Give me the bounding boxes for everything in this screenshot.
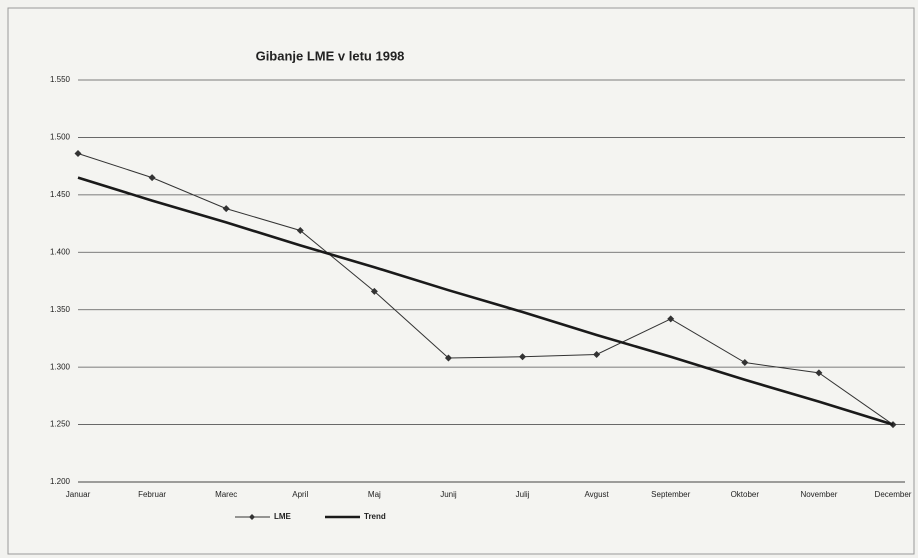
- y-tick-label: 1.350: [50, 305, 71, 314]
- data-point: [74, 150, 82, 158]
- x-tick-label: April: [292, 490, 308, 499]
- x-tick-label: Oktober: [731, 490, 760, 499]
- x-tick-label: Julij: [516, 490, 530, 499]
- data-point: [667, 315, 675, 323]
- y-tick-label: 1.300: [50, 362, 71, 371]
- x-tick-label: Avgust: [584, 490, 609, 499]
- chart-frame: [7, 7, 915, 555]
- y-tick-label: 1.200: [50, 477, 71, 486]
- x-tick-label: September: [651, 490, 690, 499]
- y-tick-label: 1.250: [50, 420, 71, 429]
- x-tick-label: Februar: [138, 490, 166, 499]
- x-tick-label: Junij: [440, 490, 457, 499]
- data-point: [519, 353, 527, 361]
- data-point: [296, 226, 304, 234]
- data-point: [444, 354, 452, 362]
- legend-label: LME: [274, 512, 292, 521]
- legend-marker: [249, 514, 255, 520]
- chart-title: Gibanje LME v letu 1998: [256, 48, 405, 63]
- x-tick-label: Marec: [215, 490, 237, 499]
- series-line: [77, 153, 894, 425]
- x-tick-label: Januar: [66, 490, 91, 499]
- data-point: [593, 351, 601, 359]
- series-line: [77, 176, 894, 426]
- y-tick-label: 1.500: [50, 133, 71, 142]
- x-tick-label: December: [875, 490, 912, 499]
- y-tick-label: 1.550: [50, 75, 71, 84]
- y-tick-label: 1.450: [50, 190, 71, 199]
- data-point: [815, 369, 823, 377]
- data-point: [741, 359, 749, 367]
- x-tick-label: Maj: [368, 490, 381, 499]
- data-point: [370, 287, 378, 295]
- y-tick-label: 1.400: [50, 247, 71, 256]
- x-tick-label: November: [800, 490, 837, 499]
- legend-label: Trend: [364, 512, 386, 521]
- data-point: [148, 174, 156, 182]
- data-point: [222, 205, 230, 213]
